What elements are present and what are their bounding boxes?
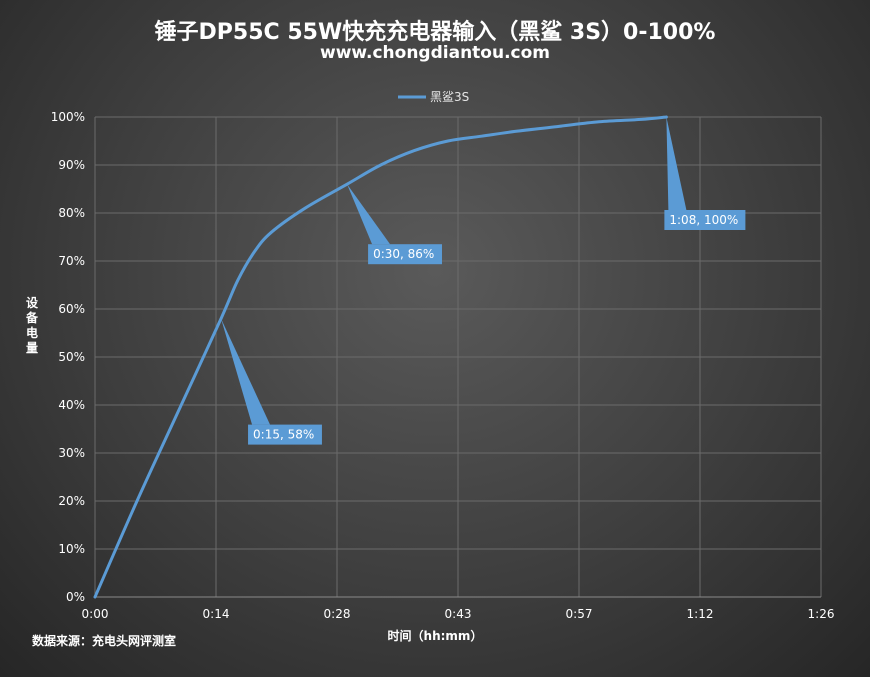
annotation-label: 0:30, 86% <box>373 247 434 261</box>
y-tick-label: 80% <box>58 206 85 220</box>
data-source-note: 数据来源：充电头网评测室 <box>32 634 177 648</box>
y-tick-label: 90% <box>58 158 85 172</box>
annotation-box <box>368 244 442 265</box>
x-axis-title: 时间（hh:mm） <box>388 628 483 643</box>
chart-title: 锤子DP55C 55W快充充电器输入（黑鲨 3S）0-100% <box>154 20 716 45</box>
axes: 0% 10% 20% 30% 40% 50% 60% 70% 80% 90% 100% 0:00 0:1… <box>51 110 835 621</box>
y-tick-label: 10% <box>58 542 85 556</box>
chart-subtitle: www.chongdiantou.com <box>319 43 551 63</box>
annotation-box <box>664 210 746 230</box>
x-tick-label: 1:12 <box>687 607 714 621</box>
x-tick-label: 0:28 <box>324 607 351 621</box>
annotations: 0:15, 58% 0:30, 86% 1:08, 100% <box>221 117 746 445</box>
y-tick-label: 20% <box>58 494 85 508</box>
series-layer <box>93 115 668 599</box>
y-tick-label: 50% <box>58 350 85 364</box>
annotation-box <box>248 424 322 445</box>
series-line-0 <box>93 115 668 599</box>
legend-label: 黑鲨3S <box>430 90 469 104</box>
annotation-pointer <box>347 184 391 245</box>
x-tick-label: 0:14 <box>203 607 230 621</box>
y-tick-label: 70% <box>58 254 85 268</box>
x-tick-label: 0:57 <box>566 607 593 621</box>
x-tick-label: 0:43 <box>445 607 472 621</box>
x-tick-label: 1:26 <box>808 607 835 621</box>
y-tick-label: 0% <box>66 590 85 604</box>
y-tick-label: 40% <box>58 398 85 412</box>
annotation-pointer <box>666 117 687 210</box>
legend: 黑鲨3S <box>398 90 469 104</box>
y-tick-label: 60% <box>58 302 85 316</box>
x-tick-label: 0:00 <box>82 607 109 621</box>
y-tick-label: 100% <box>51 110 85 124</box>
annotation-pointer <box>221 318 271 425</box>
y-tick-label: 30% <box>58 446 85 460</box>
y-axis-title: 设备电量 <box>25 295 39 355</box>
annotation-label: 1:08, 100% <box>669 213 738 227</box>
annotation-label: 0:15, 58% <box>253 428 314 442</box>
